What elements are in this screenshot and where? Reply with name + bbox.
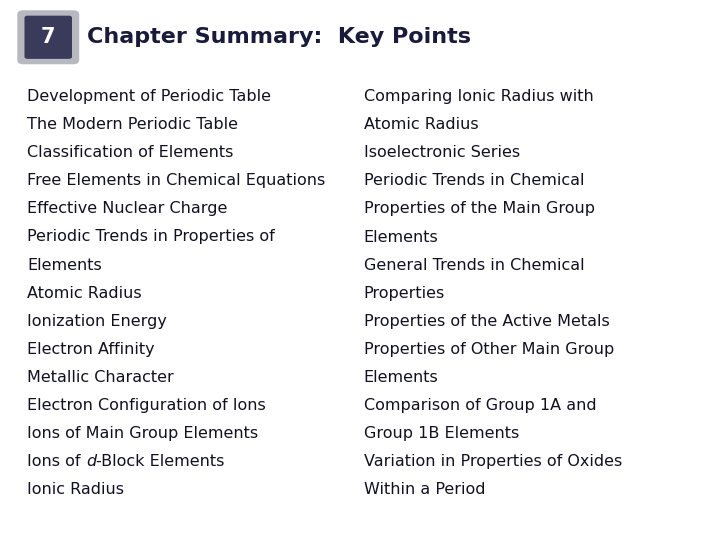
Text: Electron Configuration of Ions: Electron Configuration of Ions — [27, 398, 266, 413]
Text: Metallic Character: Metallic Character — [27, 370, 174, 385]
Text: Development of Periodic Table: Development of Periodic Table — [27, 89, 271, 104]
Text: Within a Period: Within a Period — [364, 482, 485, 497]
Text: Electron Affinity: Electron Affinity — [27, 342, 155, 357]
Text: Free Elements in Chemical Equations: Free Elements in Chemical Equations — [27, 173, 325, 188]
Text: Atomic Radius: Atomic Radius — [364, 117, 478, 132]
Text: 7: 7 — [41, 27, 55, 48]
Text: Variation in Properties of Oxides: Variation in Properties of Oxides — [364, 454, 622, 469]
Text: Periodic Trends in Chemical: Periodic Trends in Chemical — [364, 173, 584, 188]
Text: Properties of the Main Group: Properties of the Main Group — [364, 201, 595, 217]
Text: Effective Nuclear Charge: Effective Nuclear Charge — [27, 201, 228, 217]
Text: Classification of Elements: Classification of Elements — [27, 145, 234, 160]
Text: Comparison of Group 1A and: Comparison of Group 1A and — [364, 398, 596, 413]
Text: Comparing Ionic Radius with: Comparing Ionic Radius with — [364, 89, 593, 104]
Text: Atomic Radius: Atomic Radius — [27, 286, 142, 301]
Text: Elements: Elements — [27, 258, 102, 273]
Text: Chapter Summary:  Key Points: Chapter Summary: Key Points — [87, 27, 471, 48]
Text: Group 1B Elements: Group 1B Elements — [364, 426, 519, 441]
Text: Ions of Main Group Elements: Ions of Main Group Elements — [27, 426, 258, 441]
Text: Elements: Elements — [364, 230, 438, 245]
Text: General Trends in Chemical: General Trends in Chemical — [364, 258, 584, 273]
FancyBboxPatch shape — [17, 10, 79, 64]
Text: Properties of Other Main Group: Properties of Other Main Group — [364, 342, 614, 357]
Text: Periodic Trends in Properties of: Periodic Trends in Properties of — [27, 230, 275, 245]
Text: -Block Elements: -Block Elements — [96, 454, 225, 469]
Text: d: d — [86, 454, 96, 469]
FancyBboxPatch shape — [24, 16, 72, 59]
Text: Properties: Properties — [364, 286, 445, 301]
Text: Elements: Elements — [364, 370, 438, 385]
Text: Ionic Radius: Ionic Radius — [27, 482, 125, 497]
Text: Ions of: Ions of — [27, 454, 86, 469]
Text: Properties of the Active Metals: Properties of the Active Metals — [364, 314, 609, 329]
Text: Ionization Energy: Ionization Energy — [27, 314, 167, 329]
Text: The Modern Periodic Table: The Modern Periodic Table — [27, 117, 238, 132]
Text: Isoelectronic Series: Isoelectronic Series — [364, 145, 520, 160]
